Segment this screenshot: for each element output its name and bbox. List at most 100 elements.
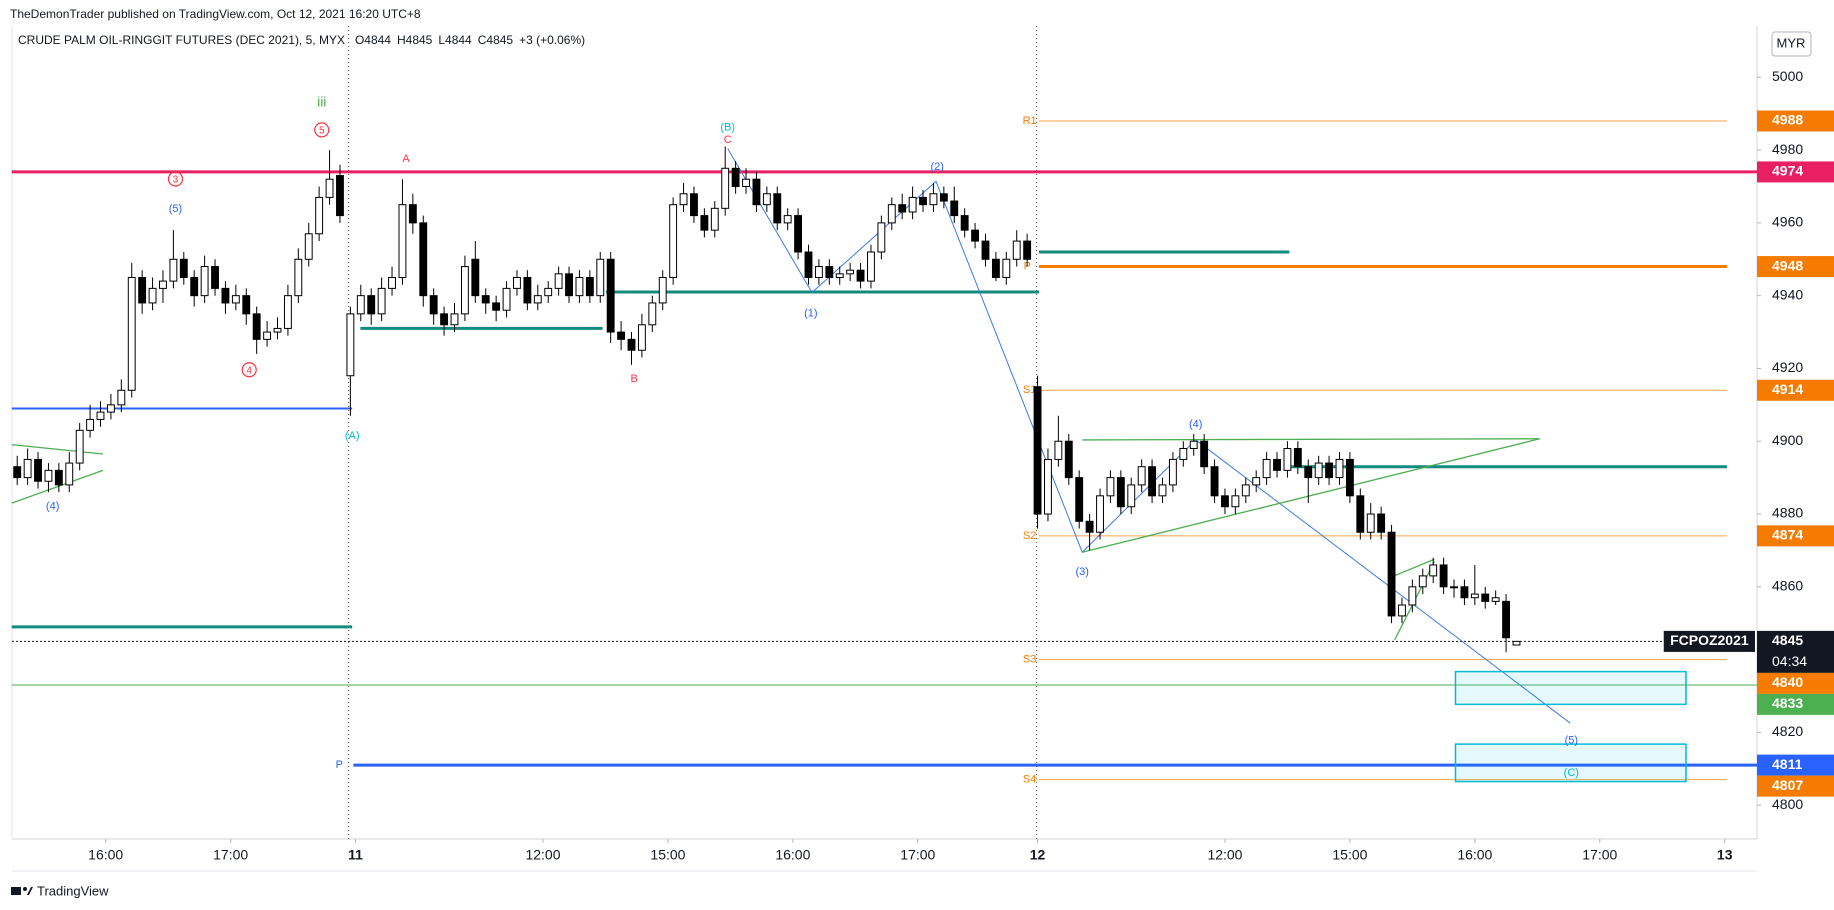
candle-body bbox=[1429, 564, 1438, 577]
candle-body bbox=[1033, 386, 1042, 515]
brand: TradingView bbox=[37, 883, 109, 898]
y-tick-label: 4860 bbox=[1772, 578, 1803, 594]
candle-body bbox=[731, 167, 740, 187]
candle-body bbox=[950, 200, 959, 217]
candle-body bbox=[533, 295, 542, 304]
candle-body bbox=[242, 295, 251, 315]
candle-body bbox=[1231, 495, 1240, 508]
candle-body bbox=[596, 258, 605, 297]
symbol-label: FCPOZ2021 bbox=[1670, 632, 1749, 648]
candle-body bbox=[648, 302, 657, 326]
candle-body bbox=[481, 295, 490, 304]
candle-body bbox=[23, 458, 32, 479]
price-label: 4840 bbox=[1772, 674, 1803, 690]
candle-body bbox=[346, 313, 355, 377]
currency-box[interactable] bbox=[1771, 31, 1812, 57]
candle-body bbox=[263, 331, 272, 340]
candle-body bbox=[1398, 604, 1406, 617]
candle-body bbox=[971, 229, 980, 242]
pivot-name: S3 bbox=[1023, 653, 1036, 665]
candle-body bbox=[127, 276, 136, 391]
footer-logo: TradingView bbox=[11, 883, 109, 898]
candle-body bbox=[34, 458, 42, 482]
candle-body bbox=[1085, 520, 1094, 533]
price-label-box bbox=[1757, 110, 1834, 132]
candle-body bbox=[887, 204, 896, 224]
annotation: (1) bbox=[804, 307, 817, 319]
candle-body bbox=[752, 178, 761, 206]
candle-body bbox=[710, 207, 719, 231]
candle-body bbox=[169, 258, 178, 282]
x-tick-label: 15:00 bbox=[1332, 847, 1367, 863]
candle-body bbox=[221, 287, 230, 304]
price-label-box bbox=[1757, 672, 1834, 694]
x-tick-label: 11 bbox=[348, 847, 363, 863]
annotation: (5) bbox=[1565, 734, 1578, 746]
candle-body bbox=[138, 276, 147, 304]
logo-mark bbox=[23, 887, 27, 891]
pivot-name: S4 bbox=[1023, 774, 1036, 786]
x-tick-label: 16:00 bbox=[775, 847, 810, 863]
legend-open: O4844 bbox=[355, 33, 391, 47]
y-tick-label: 4940 bbox=[1772, 286, 1803, 302]
candle-body bbox=[814, 266, 823, 278]
candle-body bbox=[1075, 477, 1084, 522]
candle-body bbox=[471, 258, 480, 297]
annotation: (B) bbox=[720, 121, 735, 133]
candle-body bbox=[13, 466, 22, 479]
candle-body bbox=[54, 469, 63, 486]
candle-body bbox=[991, 258, 1000, 278]
annotation: (A) bbox=[345, 430, 360, 442]
candle-body bbox=[544, 287, 553, 297]
candle-body bbox=[356, 295, 365, 315]
candle-body bbox=[804, 251, 813, 278]
price-label-box bbox=[1757, 775, 1834, 797]
annotation: (4) bbox=[46, 500, 59, 512]
y-tick-label: 4820 bbox=[1772, 723, 1803, 739]
candle-body bbox=[273, 327, 282, 333]
candle-body bbox=[981, 240, 990, 260]
pivot-name: R1 bbox=[1023, 115, 1037, 127]
candle-body bbox=[1304, 466, 1313, 479]
symbol-box bbox=[1663, 630, 1755, 652]
y-tick-label: 5000 bbox=[1772, 68, 1803, 84]
y-tick-label: 4900 bbox=[1772, 432, 1803, 448]
price-label: 4974 bbox=[1772, 163, 1803, 179]
annotation-circle bbox=[241, 362, 257, 378]
candle-body bbox=[762, 193, 771, 206]
candle-body bbox=[1106, 477, 1115, 497]
annotation: C bbox=[724, 134, 732, 146]
price-label: 4874 bbox=[1772, 527, 1803, 543]
candle-body bbox=[783, 215, 792, 224]
candle-body bbox=[1345, 458, 1354, 497]
candle-body bbox=[117, 389, 126, 406]
annotation: 5 bbox=[319, 126, 325, 137]
pivot-name: P bbox=[336, 759, 343, 771]
publisher: TheDemonTrader published on TradingView.… bbox=[10, 7, 421, 21]
candle-body bbox=[1460, 586, 1469, 599]
candle-body bbox=[148, 287, 157, 304]
candle-body bbox=[658, 276, 667, 304]
currency[interactable]: MYR bbox=[1777, 35, 1806, 50]
candle-body bbox=[1470, 593, 1479, 599]
candle-body bbox=[1168, 458, 1177, 486]
candle-body bbox=[502, 287, 511, 311]
candle-body bbox=[877, 222, 886, 253]
price-label: 4833 bbox=[1772, 695, 1803, 711]
annotation: A bbox=[402, 153, 410, 165]
annotation: 4 bbox=[246, 365, 252, 376]
candle-body bbox=[554, 273, 563, 289]
candle-body bbox=[86, 418, 95, 431]
countdown: 04:34 bbox=[1772, 653, 1807, 669]
candle-body bbox=[211, 266, 219, 289]
annotation-circle bbox=[167, 171, 184, 187]
price-label-box bbox=[1757, 379, 1834, 401]
candle-body bbox=[1314, 462, 1323, 479]
candle-body bbox=[179, 258, 188, 278]
price-label: 4807 bbox=[1772, 777, 1803, 793]
candle-body bbox=[1262, 458, 1271, 479]
candle-body bbox=[440, 313, 449, 326]
candle-body bbox=[1481, 593, 1490, 602]
candle-body bbox=[846, 269, 855, 275]
